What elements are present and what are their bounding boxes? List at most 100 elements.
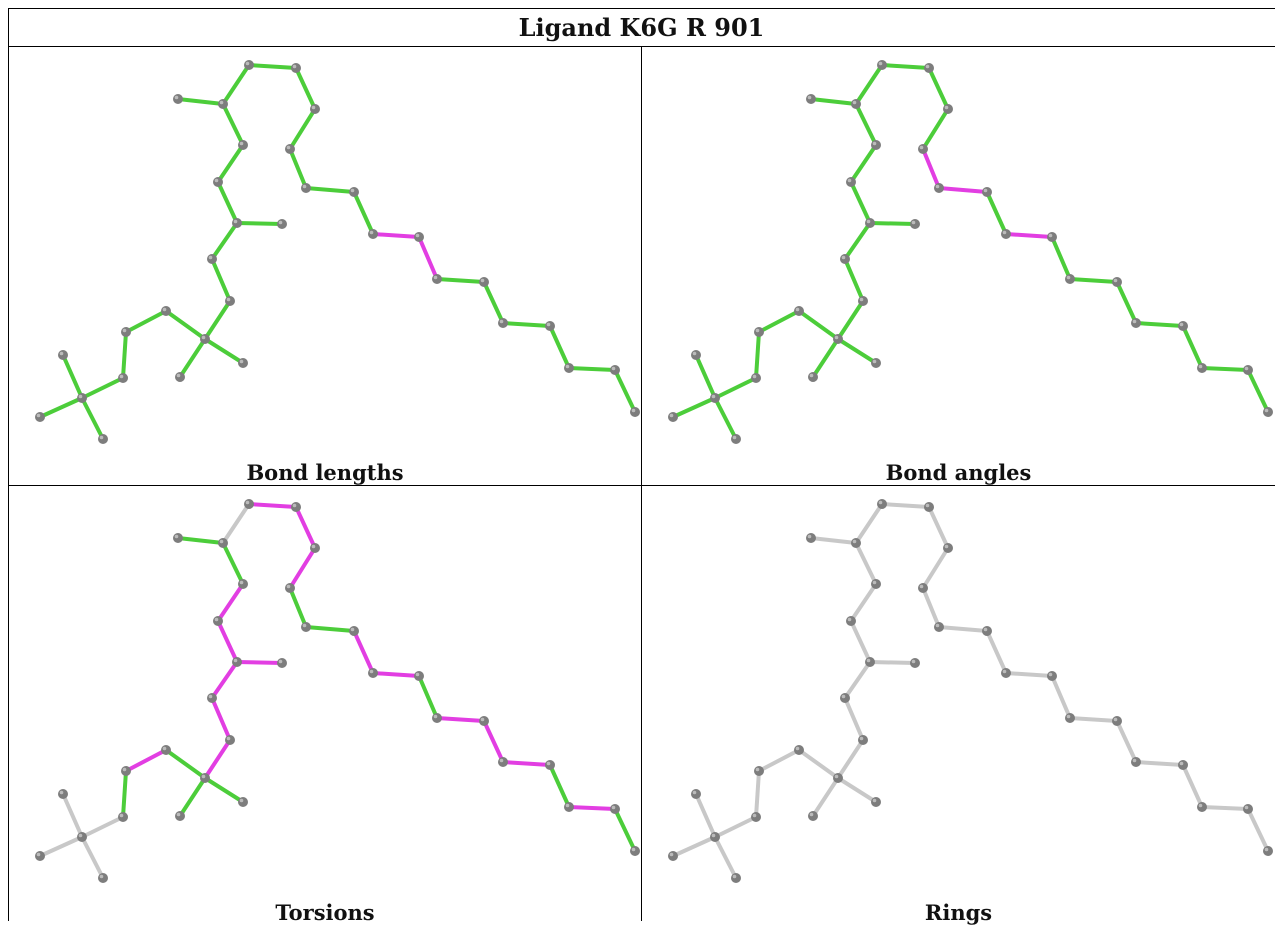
atom-21 (918, 583, 928, 593)
atom-26 (432, 274, 442, 284)
atom-highlight-2 (711, 394, 716, 399)
atom-1 (691, 350, 701, 360)
atom-27 (479, 277, 489, 287)
bond-29-30 (1181, 324, 1204, 370)
atom-14 (213, 616, 223, 626)
atom-highlight-16 (852, 100, 857, 105)
bond-15-16 (854, 541, 878, 586)
atom-9 (871, 358, 881, 368)
atom-22 (301, 183, 311, 193)
bond-7-9 (836, 776, 878, 804)
atom-25 (414, 671, 424, 681)
atom-highlight-31 (611, 366, 616, 371)
atom-highlight-22 (302, 623, 307, 628)
bond-30-31 (1200, 366, 1250, 372)
atom-highlight-15 (872, 141, 877, 146)
atom-3 (731, 873, 741, 883)
atom-17 (173, 94, 183, 104)
atom-highlight-25 (415, 672, 420, 677)
atom-28 (1131, 318, 1141, 328)
bond-16-18 (854, 63, 884, 106)
atom-highlight-24 (1002, 669, 1007, 674)
atom-highlight-7 (834, 774, 839, 779)
atom-17 (806, 533, 816, 543)
atom-highlight-5 (122, 767, 127, 772)
table-left-border (8, 8, 9, 921)
atom-highlight-23 (983, 627, 988, 632)
bond-12-14 (216, 619, 239, 664)
bond-5-6 (124, 748, 168, 773)
bond-29-30 (1181, 763, 1204, 809)
atom-15 (871, 579, 881, 589)
atom-highlight-9 (239, 359, 244, 364)
bond-23-24 (985, 190, 1008, 236)
atom-27 (1112, 716, 1122, 726)
atom-highlight-4 (752, 374, 757, 379)
atom-6 (161, 306, 171, 316)
atom-26 (432, 713, 442, 723)
bond-5-6 (757, 748, 801, 773)
atom-highlight-32 (1264, 408, 1269, 413)
bond-28-29 (1134, 760, 1185, 767)
bond-31-32 (1246, 807, 1270, 853)
atom-highlight-6 (795, 307, 800, 312)
bond-2-3 (80, 835, 105, 880)
atom-2 (710, 393, 720, 403)
bond-21-22 (921, 586, 941, 629)
atom-highlight-12 (233, 219, 238, 224)
atom-highlight-30 (565, 364, 570, 369)
panel-rings: Rings (642, 486, 1275, 925)
bond-4-5 (754, 330, 761, 380)
atom-highlight-24 (369, 669, 374, 674)
atom-27 (479, 716, 489, 726)
atom-highlight-19 (292, 503, 297, 508)
bond-2-4 (713, 376, 758, 400)
atom-highlight-13 (911, 220, 916, 225)
bond-26-27 (435, 277, 486, 284)
panel-caption: Torsions (275, 900, 375, 925)
bond-25-26 (1050, 235, 1072, 281)
atom-31 (610, 365, 620, 375)
atom-16 (851, 99, 861, 109)
bond-12-13 (868, 221, 917, 226)
atom-highlight-22 (935, 623, 940, 628)
atom-highlight-5 (755, 767, 760, 772)
atom-12 (232, 218, 242, 228)
atom-highlight-8 (176, 812, 181, 817)
bond-16-17 (809, 97, 858, 106)
bond-15-16 (221, 541, 245, 586)
bond-19-20 (927, 66, 950, 111)
atom-1 (58, 789, 68, 799)
atom-24 (1001, 668, 1011, 678)
atom-highlight-28 (1132, 758, 1137, 763)
validation-table: Ligand K6G R 901 Bond lengths Bond angle… (8, 8, 1275, 925)
atom-highlight-23 (350, 627, 355, 632)
atom-highlight-0 (669, 413, 674, 418)
atom-19 (924, 63, 934, 73)
atom-highlight-26 (1066, 714, 1071, 719)
atom-27 (1112, 277, 1122, 287)
atom-20 (310, 543, 320, 553)
atom-highlight-9 (872, 798, 877, 803)
bond-14-15 (216, 582, 245, 623)
bond-7-8 (178, 776, 207, 818)
atom-highlight-4 (119, 374, 124, 379)
atom-highlight-19 (925, 503, 930, 508)
atom-highlight-6 (162, 746, 167, 751)
atom-highlight-28 (499, 319, 504, 324)
bond-26-27 (435, 716, 486, 723)
atom-highlight-14 (214, 617, 219, 622)
atom-highlight-31 (1244, 366, 1249, 371)
atom-2 (710, 832, 720, 842)
bond-30-31 (567, 805, 617, 811)
atom-31 (1243, 804, 1253, 814)
bond-24-25 (1004, 671, 1054, 678)
bond-14-15 (216, 143, 245, 184)
molecule-diagram (668, 60, 1273, 444)
atom-29 (545, 760, 555, 770)
bond-7-10 (836, 299, 865, 341)
atom-26 (1065, 274, 1075, 284)
atom-15 (238, 579, 248, 589)
bond-7-8 (811, 337, 840, 379)
atom-highlight-21 (286, 584, 291, 589)
